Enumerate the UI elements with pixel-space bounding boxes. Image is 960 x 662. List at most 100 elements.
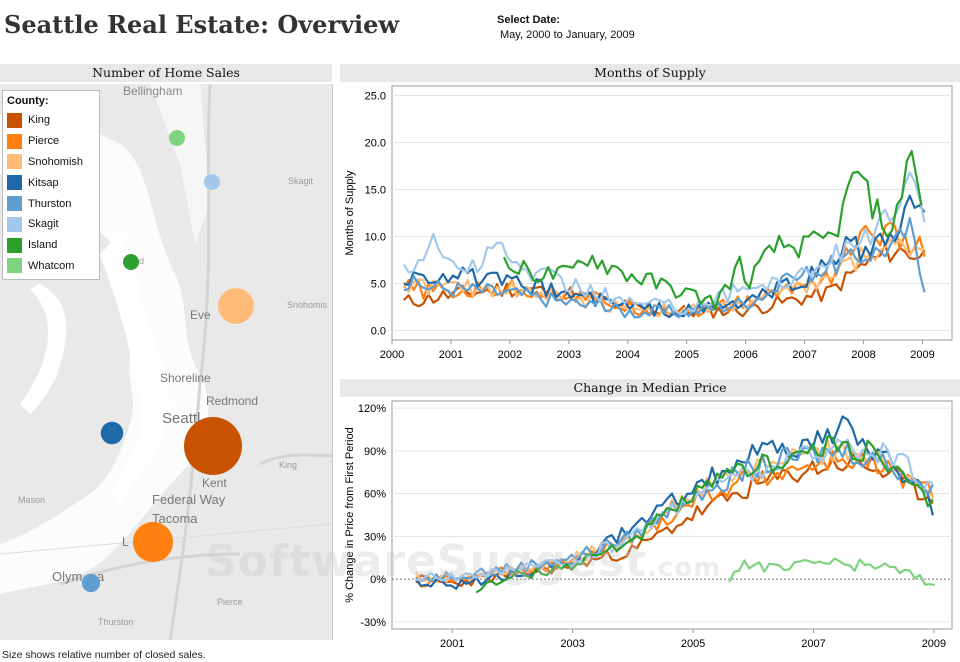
x-tick-label: 2007 (792, 349, 816, 361)
map-label-everett: Eve (190, 308, 211, 322)
legend-swatch (7, 216, 22, 232)
legend-label: Snohomish (28, 155, 84, 168)
y-tick-label: 10.0 (365, 232, 386, 244)
page-title: Seattle Real Estate: Overview (4, 10, 400, 39)
legend-item-skagit[interactable]: Skagit (7, 214, 95, 235)
series-line-kitsap[interactable] (403, 194, 926, 319)
x-tick-label: 2009 (922, 638, 946, 650)
x-tick-label: 2001 (440, 638, 464, 650)
series-line-whatcom[interactable] (728, 557, 936, 586)
map-label-mason: Mason (18, 495, 46, 505)
legend-item-whatcom[interactable]: Whatcom (7, 256, 95, 277)
map-panel-title: Number of Home Sales (0, 64, 332, 82)
y-tick-label: 5.0 (371, 279, 386, 291)
series-line-skagit[interactable] (415, 438, 934, 582)
bubble-island[interactable] (123, 254, 139, 270)
legend-item-thurston[interactable]: Thurston (7, 193, 95, 214)
map-label-kent: Kent (202, 476, 227, 490)
legend-title: County: (7, 95, 49, 107)
map-label-thurston: Thurston (98, 617, 134, 627)
county-legend: County: King Pierce Snohomish Kitsap Thursto… (2, 90, 100, 281)
supply-chart-title: Months of Supply (340, 64, 960, 82)
bubble-whatcom[interactable] (169, 130, 185, 146)
series-line-thurston[interactable] (403, 216, 926, 319)
legend-label: Whatcom (28, 259, 75, 272)
y-tick-label: -30% (360, 617, 386, 629)
y-tick-label: 15.0 (365, 184, 386, 196)
map-background (0, 84, 332, 640)
sales-bubbles[interactable] (0, 84, 332, 640)
x-tick-label: 2003 (560, 638, 584, 650)
x-tick-label: 2005 (681, 638, 705, 650)
legend-swatch (7, 196, 22, 212)
x-tick-label: 2008 (851, 349, 875, 361)
legend-swatch (7, 237, 22, 253)
map-label-federal-way: Federal Way (152, 492, 226, 507)
median-price-change-chart: -30% 0% 30% 60% 90% 120% 2001 2003 2005 2007 2009%… (344, 400, 953, 650)
bubble-king[interactable] (184, 417, 242, 475)
map-label-island: nd (134, 256, 145, 266)
plot-area (391, 400, 953, 630)
legend-item-kitsap[interactable]: Kitsap (7, 172, 95, 193)
legend-label: Island (28, 239, 58, 252)
y-tick-label: 20.0 (365, 137, 386, 149)
y-tick-label: 25.0 (365, 90, 386, 102)
series-line-kitsap[interactable] (415, 415, 934, 590)
map-label-tacoma: Tacoma (152, 511, 198, 526)
legend-item-king[interactable]: King (7, 110, 95, 131)
legend-item-pierce[interactable]: Pierce (7, 131, 95, 152)
legend-label: Skagit (28, 218, 59, 231)
series-line-skagit[interactable] (402, 171, 926, 316)
months-of-supply-chart: 0.0 5.0 10.0 15.0 20.0 25.0 2000 2001 2002 2003 20… (344, 85, 953, 361)
y-tick-label: 0% (370, 574, 386, 586)
legend-swatch (7, 154, 22, 170)
legend-swatch (7, 112, 22, 128)
x-tick-label: 2001 (439, 349, 463, 361)
legend-swatch (7, 258, 22, 274)
bubble-thurston[interactable] (81, 573, 101, 593)
legend-swatch (7, 175, 22, 191)
legend-swatch (7, 133, 22, 149)
x-tick-label: 2004 (616, 349, 640, 361)
legend-item-snohomish[interactable]: Snohomish (7, 152, 95, 173)
x-tick-label: 2002 (498, 349, 522, 361)
map-label-lakewood: L (122, 535, 129, 549)
bubble-kitsap[interactable] (100, 421, 124, 445)
map-label-redmond: Redmond (206, 394, 259, 408)
bubble-snohomish[interactable] (218, 288, 254, 324)
date-filter-label: Select Date: (497, 14, 560, 26)
map-label-bellingham: Bellingham (123, 84, 183, 98)
date-filter-value[interactable]: May, 2000 to January, 2009 (500, 29, 635, 41)
map-label-shoreline: Shoreline (160, 371, 211, 385)
legend-item-island[interactable]: Island (7, 235, 95, 256)
x-tick-label: 2009 (910, 349, 934, 361)
y-axis-label: Months of Supply (344, 170, 356, 255)
bubble-pierce[interactable] (132, 521, 174, 563)
legend-label: King (28, 114, 51, 127)
bubble-skagit[interactable] (204, 174, 220, 190)
x-tick-label: 2000 (380, 349, 404, 361)
series-line-pierce[interactable] (415, 450, 934, 588)
y-axis-label: % Change in Price from First Period (344, 427, 356, 602)
map-label-skagit: Skagit (288, 176, 314, 186)
legend-label: Kitsap (28, 176, 59, 189)
x-tick-label: 2006 (733, 349, 757, 361)
map-label-king: King (279, 460, 298, 470)
legend-label: Pierce (28, 135, 60, 148)
x-tick-label: 2007 (801, 638, 825, 650)
map-label-snohomish: Snohomis (287, 300, 328, 310)
x-tick-label: 2003 (557, 349, 581, 361)
y-tick-label: 60% (364, 489, 386, 501)
y-tick-label: 0.0 (371, 326, 386, 338)
y-tick-label: 30% (364, 531, 386, 543)
map-label-olympia-end: a (97, 569, 105, 584)
series-line-island[interactable] (502, 150, 923, 311)
price-chart-title: Change in Median Price (340, 379, 960, 397)
y-tick-label: 90% (364, 446, 386, 458)
county-map[interactable]: Bellingham Skagit nd Eve Snohomis Shorel… (0, 84, 333, 640)
watermark: SoftwareSuggest.com (205, 536, 722, 587)
series-line-island[interactable] (475, 435, 934, 594)
plot-area (391, 85, 953, 341)
y-tick-label: 120% (358, 403, 386, 415)
map-label-pierce: Pierce (217, 597, 243, 607)
